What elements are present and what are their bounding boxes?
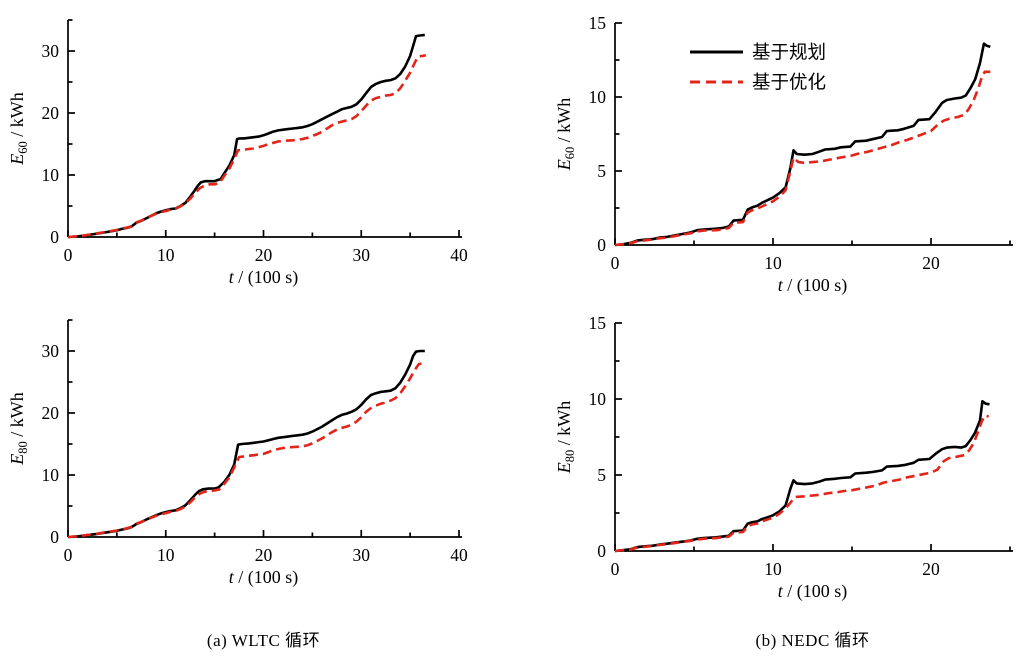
y-tick-label: 20: [42, 403, 60, 423]
x-axis-label: t / (100 s): [778, 581, 848, 602]
x-axis-label: t / (100 s): [229, 567, 299, 588]
x-tick-label: 0: [64, 245, 73, 265]
y-tick-label: 5: [597, 161, 606, 181]
y-tick-label: 0: [597, 541, 606, 561]
series-curve-optimization: [67, 361, 427, 539]
x-tick-label: 40: [450, 245, 468, 265]
y-axis-label: E80 / kWh: [7, 392, 30, 466]
series-curve-optimization: [67, 54, 427, 239]
chart-panel-nedc-e60: 0 10 20 0 5 10 15 t / (100 s) E60 / kWh 基于规划基于优化: [515, 0, 1029, 300]
y-tick-label: 0: [50, 527, 59, 547]
chart-panel-nedc-e80: 0 10 20 0 5 10 15 t / (100 s) E80 / kWh: [515, 300, 1029, 622]
x-tick-label: 10: [764, 253, 782, 273]
y-axis-label: E60 / kWh: [7, 92, 30, 166]
y-tick-label: 15: [589, 13, 607, 33]
series-curve-optimization: [614, 414, 989, 553]
chart-panel-wltc-e80: 0 10 20 30 40 0 10 20 30 t / (100 s) E80 / kWh: [0, 300, 515, 622]
x-tick-label: 10: [764, 559, 782, 579]
y-tick-label: 20: [42, 103, 60, 123]
chart-panel-wltc-e60: 0 10 20 30 40 0 10 20 30 t / (100 s) E60 / kWh: [0, 0, 515, 300]
legend-label: 基于优化: [752, 73, 826, 94]
x-tick-label: 20: [255, 245, 273, 265]
x-tick-label: 30: [353, 545, 371, 565]
series-curve-planning: [67, 349, 425, 539]
x-tick-label: 30: [353, 245, 371, 265]
y-axis-label: E60 / kWh: [554, 98, 577, 172]
y-tick-label: 30: [42, 341, 60, 361]
chart-svg-wltc-e60: 0 10 20 30 40 0 10 20 30 t / (100 s) E60 / kWh: [7, 19, 468, 288]
x-tick-label: 10: [157, 245, 175, 265]
legend-label: 基于规划: [752, 43, 826, 64]
y-axis-label: E80 / kWh: [554, 401, 577, 475]
x-tick-label: 10: [157, 545, 175, 565]
chart-svg-wltc-e80: 0 10 20 30 40 0 10 20 30 t / (100 s) E80 / kWh: [7, 319, 468, 588]
y-tick-label: 10: [42, 165, 60, 185]
y-tick-label: 15: [589, 313, 607, 333]
x-tick-label: 0: [611, 253, 620, 273]
y-tick-label: 10: [589, 87, 607, 107]
x-tick-label: 0: [611, 559, 620, 579]
y-tick-label: 10: [42, 465, 60, 485]
y-tick-label: 0: [597, 235, 606, 255]
series-curve-optimization: [614, 70, 991, 247]
series-curve-planning: [614, 400, 990, 553]
x-tick-label: 20: [922, 253, 940, 273]
y-tick-label: 30: [42, 41, 60, 61]
y-tick-label: 5: [597, 465, 606, 485]
y-tick-label: 0: [50, 227, 59, 247]
series-curve-planning: [67, 33, 425, 239]
x-axis-label: t / (100 s): [778, 275, 848, 296]
caption-a: (a) WLTC 循环: [206, 631, 321, 650]
x-axis-label: t / (100 s): [229, 267, 299, 288]
caption-b: (b) NEDC 循环: [755, 631, 870, 650]
x-tick-label: 20: [255, 545, 273, 565]
x-tick-label: 0: [64, 545, 73, 565]
y-tick-label: 10: [589, 389, 607, 409]
x-tick-label: 40: [450, 545, 468, 565]
chart-svg-nedc-e80: 0 10 20 0 5 10 15 t / (100 s) E80 / kWh: [554, 313, 1013, 602]
x-tick-label: 20: [922, 559, 940, 579]
